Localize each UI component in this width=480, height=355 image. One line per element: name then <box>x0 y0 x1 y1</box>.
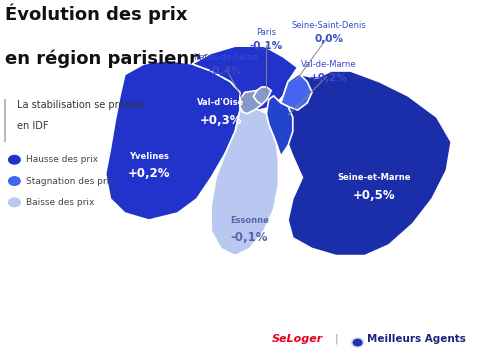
Polygon shape <box>266 96 293 156</box>
Circle shape <box>9 155 20 164</box>
Polygon shape <box>106 60 240 220</box>
Text: -0,1%: -0,1% <box>250 41 283 51</box>
Text: Paris: Paris <box>256 28 276 37</box>
Text: Hauts-de-Seine: Hauts-de-Seine <box>193 53 258 62</box>
Text: Seine-Saint-Denis: Seine-Saint-Denis <box>291 21 366 30</box>
Text: en région parisienne: en région parisienne <box>5 50 214 68</box>
Text: |: | <box>334 334 338 344</box>
Circle shape <box>9 198 20 207</box>
Circle shape <box>9 177 20 185</box>
Text: Stagnation des prix: Stagnation des prix <box>26 176 115 186</box>
Text: Baisse des prix: Baisse des prix <box>26 198 95 207</box>
Polygon shape <box>281 75 312 110</box>
Text: +0,3%: +0,3% <box>200 114 242 127</box>
Text: La stabilisation se précise: La stabilisation se précise <box>17 99 144 110</box>
Text: Val-de-Marne: Val-de-Marne <box>301 60 357 69</box>
Text: Essonne: Essonne <box>230 215 269 225</box>
Text: +0,5%: +0,5% <box>353 189 396 202</box>
Text: SeLoger: SeLoger <box>272 334 323 344</box>
Polygon shape <box>240 91 262 114</box>
Text: Seine-et-Marne: Seine-et-Marne <box>337 173 411 182</box>
Text: +0,2%: +0,2% <box>310 73 348 83</box>
Polygon shape <box>192 46 298 110</box>
Text: +0,2%: +0,2% <box>128 168 170 180</box>
Text: Évolution des prix: Évolution des prix <box>5 4 187 24</box>
Polygon shape <box>253 87 271 105</box>
Circle shape <box>353 339 362 346</box>
Text: Meilleurs Agents: Meilleurs Agents <box>367 334 466 344</box>
Text: Yvelines: Yvelines <box>129 152 169 161</box>
Polygon shape <box>283 71 451 256</box>
Text: -0,4%: -0,4% <box>209 66 242 76</box>
Text: 0,0%: 0,0% <box>314 34 343 44</box>
Text: en IDF: en IDF <box>17 121 48 131</box>
Text: Val-d'Oise: Val-d'Oise <box>197 98 244 108</box>
Text: -0,1%: -0,1% <box>231 231 268 244</box>
Circle shape <box>351 338 364 347</box>
Text: Hausse des prix: Hausse des prix <box>26 155 98 164</box>
Polygon shape <box>211 106 278 256</box>
